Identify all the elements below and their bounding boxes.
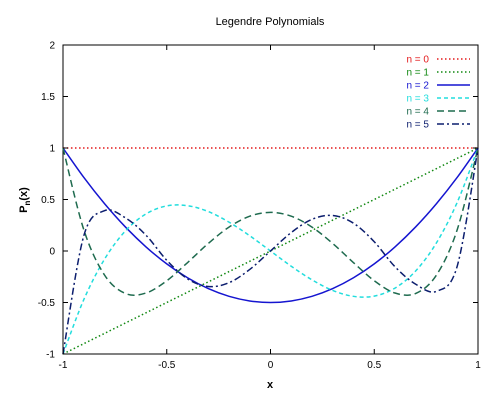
x-tick-label: 1 <box>475 360 481 371</box>
legend-label-n3: n = 3 <box>406 94 429 105</box>
legend-label-n1: n = 1 <box>406 68 429 79</box>
ticks-layer: -1 -0.5 0 0.5 1 -1 -0.5 0 0.5 1 1.5 2 <box>38 41 481 372</box>
y-axis-label-tail: (x) <box>18 187 30 201</box>
series-line-n4 <box>62 147 479 296</box>
series-line-n2 <box>62 147 479 304</box>
x-tick-label: -0.5 <box>158 360 176 371</box>
y-tick-label: -0.5 <box>38 298 56 309</box>
series-line-n5 <box>62 147 479 355</box>
x-tick-label: -1 <box>59 360 68 371</box>
x-tick-label: 0.5 <box>367 360 381 371</box>
y-tick-label: 1.5 <box>41 92 55 103</box>
y-tick-label: -1 <box>46 350 55 361</box>
chart-title: Legendre Polynomials <box>216 16 325 28</box>
y-axis-label-sub: n <box>23 201 32 206</box>
legend-label-n4: n = 4 <box>406 107 429 118</box>
legend: n = 0 n = 1 n = 2 n = 3 n = 4 n = 5 <box>406 55 470 131</box>
y-axis-label: Pn(x) <box>18 187 32 213</box>
legend-label-n0: n = 0 <box>406 55 429 66</box>
legend-label-n5: n = 5 <box>406 120 429 131</box>
series-layer <box>62 147 479 355</box>
y-tick-label: 0.5 <box>41 195 55 206</box>
series-line-n1 <box>62 147 479 355</box>
x-tick-label: 0 <box>268 360 274 371</box>
x-axis-label: x <box>267 379 274 391</box>
y-tick-label: 2 <box>49 41 55 52</box>
legend-label-n2: n = 2 <box>406 81 429 92</box>
y-tick-label: 0 <box>49 247 55 258</box>
y-axis-label-base: P <box>18 206 30 213</box>
y-tick-label: 1 <box>49 144 55 155</box>
